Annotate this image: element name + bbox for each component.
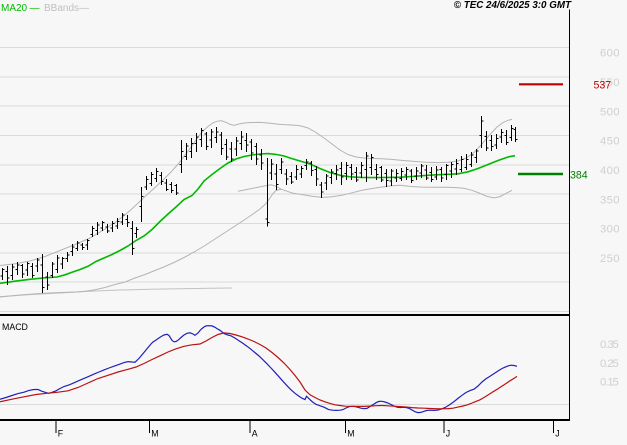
svg-text:537: 537: [594, 80, 612, 92]
svg-text:J: J: [446, 428, 450, 438]
svg-text:J: J: [555, 428, 559, 438]
svg-text:300: 300: [600, 224, 620, 236]
svg-text:550: 550: [600, 77, 620, 89]
svg-text:450: 450: [600, 136, 620, 148]
svg-text:600: 600: [600, 48, 620, 60]
svg-text:400: 400: [600, 165, 620, 177]
svg-text:BBands: BBands: [44, 3, 79, 14]
svg-text:—: —: [30, 3, 40, 14]
svg-text:—: —: [79, 3, 89, 14]
svg-text:0.35: 0.35: [600, 339, 619, 351]
svg-text:250: 250: [600, 253, 620, 265]
svg-text:M: M: [151, 428, 158, 438]
svg-text:M: M: [347, 428, 354, 438]
svg-text:0.15: 0.15: [600, 377, 619, 389]
svg-text:© TEC 24/6/2025 3:0 GMT: © TEC 24/6/2025 3:0 GMT: [454, 0, 572, 11]
svg-text:500: 500: [600, 106, 620, 118]
svg-text:A: A: [252, 428, 258, 438]
svg-text:350: 350: [600, 194, 620, 206]
svg-text:384: 384: [570, 170, 588, 182]
svg-text:MACD: MACD: [2, 322, 28, 332]
svg-text:F: F: [58, 428, 64, 438]
svg-text:0.25: 0.25: [600, 358, 619, 370]
svg-text:MA20: MA20: [1, 3, 28, 14]
